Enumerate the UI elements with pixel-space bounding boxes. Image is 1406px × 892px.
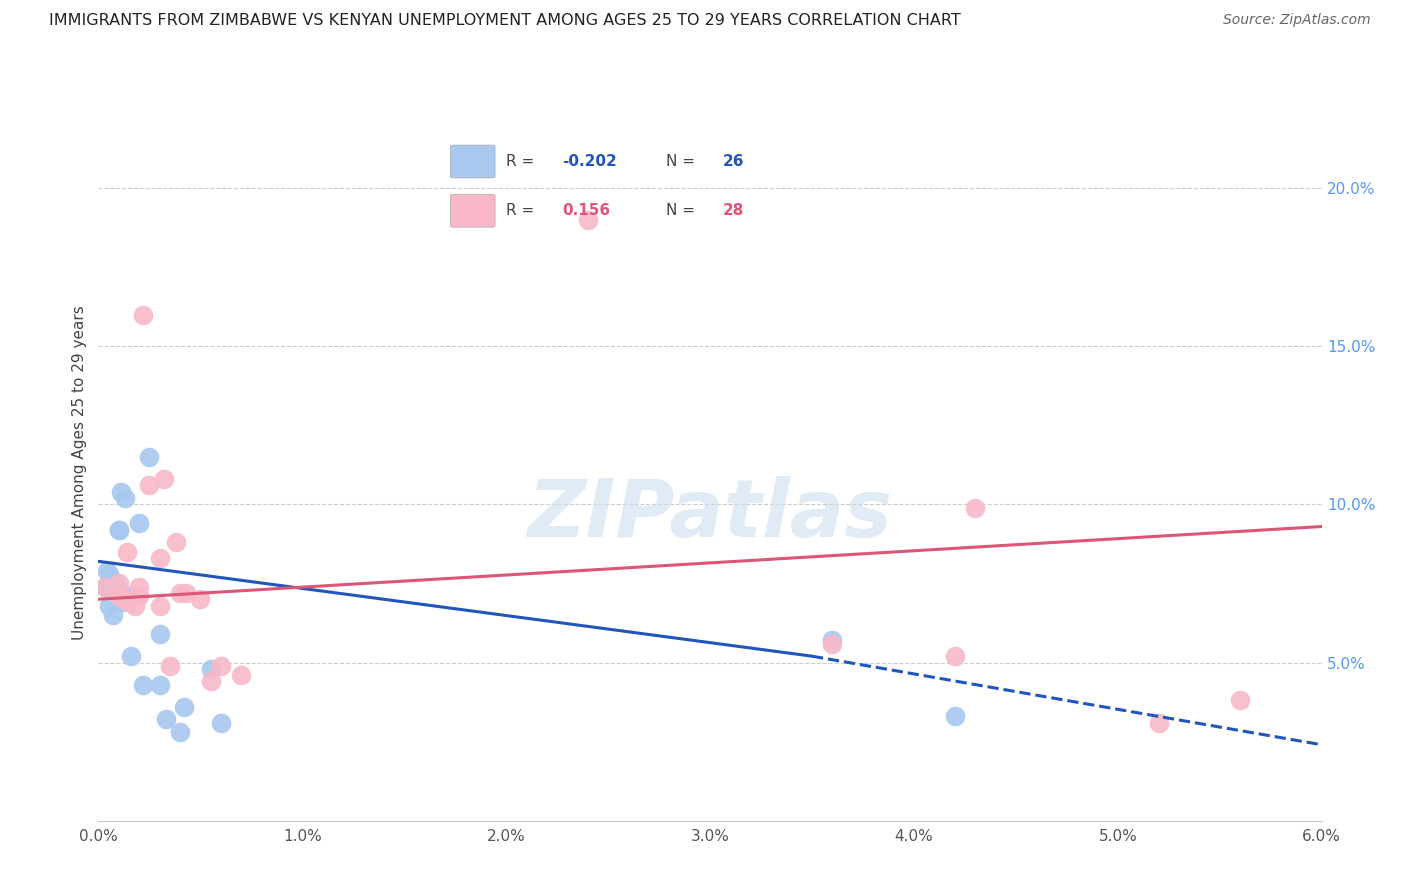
Point	[149, 678, 172, 692]
Point	[152, 472, 174, 486]
Point	[963, 500, 986, 515]
Point	[576, 212, 599, 227]
Point	[200, 662, 222, 676]
Point	[111, 595, 134, 609]
Point	[138, 450, 160, 464]
Point	[96, 564, 118, 578]
Point	[118, 595, 141, 609]
Point	[209, 658, 232, 673]
Point	[108, 589, 131, 603]
Text: 28: 28	[723, 203, 744, 219]
Point	[821, 633, 844, 648]
Point	[120, 649, 142, 664]
Point	[149, 599, 172, 613]
Text: N =: N =	[666, 203, 700, 219]
Text: ZIPatlas: ZIPatlas	[527, 475, 893, 554]
Point	[943, 649, 966, 664]
Point	[1229, 693, 1251, 707]
Point	[93, 580, 115, 594]
Text: N =: N =	[666, 154, 700, 169]
Point	[200, 674, 222, 689]
Point	[174, 586, 197, 600]
FancyBboxPatch shape	[450, 194, 495, 227]
Text: Source: ZipAtlas.com: Source: ZipAtlas.com	[1223, 13, 1371, 28]
Text: -0.202: -0.202	[562, 154, 617, 169]
Point	[128, 589, 150, 603]
Point	[1147, 715, 1170, 730]
Point	[173, 699, 195, 714]
Point	[128, 516, 150, 531]
Point	[97, 599, 120, 613]
Point	[110, 484, 132, 499]
Point	[231, 668, 253, 682]
Point	[104, 576, 127, 591]
FancyBboxPatch shape	[450, 145, 495, 178]
Point	[943, 709, 966, 723]
Point	[108, 523, 131, 537]
Point	[101, 608, 124, 623]
Point	[108, 523, 131, 537]
Text: 0.156: 0.156	[562, 203, 610, 219]
Point	[188, 592, 212, 607]
Point	[821, 636, 844, 650]
Point	[165, 535, 187, 549]
Point	[209, 715, 232, 730]
Text: IMMIGRANTS FROM ZIMBABWE VS KENYAN UNEMPLOYMENT AMONG AGES 25 TO 29 YEARS CORREL: IMMIGRANTS FROM ZIMBABWE VS KENYAN UNEMP…	[49, 13, 960, 29]
Point	[149, 551, 172, 566]
Point	[128, 580, 150, 594]
Text: 26: 26	[723, 154, 744, 169]
Point	[108, 576, 131, 591]
Point	[115, 545, 138, 559]
Point	[159, 658, 181, 673]
Point	[97, 566, 120, 581]
Point	[132, 678, 155, 692]
Text: R =: R =	[506, 203, 540, 219]
Point	[100, 582, 122, 597]
Point	[114, 491, 136, 505]
Text: R =: R =	[506, 154, 540, 169]
Y-axis label: Unemployment Among Ages 25 to 29 years: Unemployment Among Ages 25 to 29 years	[72, 305, 87, 640]
Point	[169, 725, 191, 739]
Point	[138, 478, 160, 492]
Point	[149, 627, 172, 641]
Point	[155, 713, 177, 727]
Point	[124, 599, 146, 613]
Point	[93, 580, 115, 594]
Point	[111, 592, 134, 607]
Point	[118, 589, 141, 603]
Point	[169, 586, 191, 600]
Point	[132, 308, 155, 322]
